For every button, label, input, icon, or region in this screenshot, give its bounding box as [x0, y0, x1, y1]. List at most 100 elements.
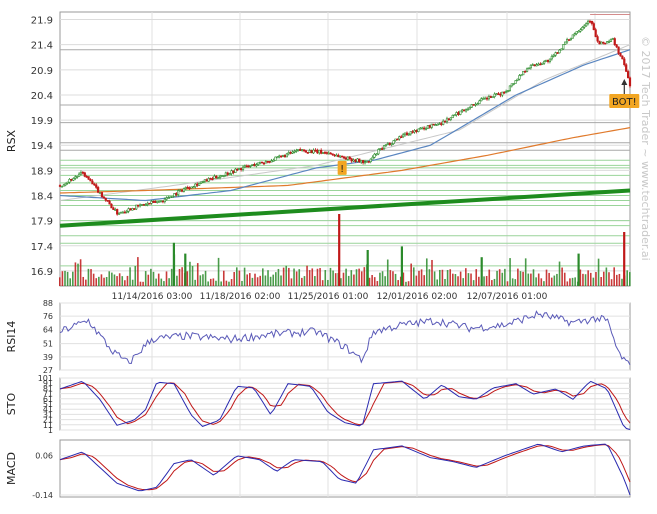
- volume-bar: [204, 270, 207, 286]
- signal-box: [609, 93, 640, 108]
- candle-body: [619, 52, 622, 57]
- sto-tick-label: 71: [43, 390, 53, 399]
- sto-tick-label: 81: [43, 384, 53, 393]
- candle-body: [266, 161, 269, 163]
- volume-bar: [386, 259, 389, 286]
- candle-body: [537, 63, 540, 66]
- volume-bar: [79, 259, 82, 286]
- volume-bar: [196, 263, 199, 286]
- volume-bar: [69, 278, 72, 286]
- candle-body: [83, 172, 86, 177]
- volume-bar: [160, 278, 163, 286]
- volume-bar: [553, 275, 556, 286]
- volume-bar: [400, 246, 403, 286]
- candle-body: [301, 149, 304, 151]
- volume-bar: [113, 274, 116, 286]
- volume-bar: [199, 275, 202, 286]
- sto-tick-label: 101: [38, 374, 53, 383]
- candle-body: [552, 54, 555, 57]
- volume-bar: [131, 279, 134, 286]
- candle-body: [278, 155, 281, 158]
- volume-bar: [436, 279, 438, 286]
- candle-body: [241, 166, 245, 171]
- volume-bar: [157, 273, 160, 286]
- candle-body: [211, 178, 214, 180]
- volume-bar: [470, 273, 472, 286]
- volume-bar: [467, 273, 470, 286]
- candle-body: [615, 44, 618, 48]
- volume-bar: [410, 263, 412, 286]
- candle-body: [419, 127, 422, 130]
- candle-body: [158, 201, 161, 203]
- candle-body: [424, 127, 428, 130]
- candle-body: [400, 136, 403, 138]
- volume-bar: [163, 281, 165, 286]
- candle-body: [510, 83, 513, 87]
- candle-body: [503, 91, 506, 94]
- candle-body: [58, 185, 62, 187]
- candle-body: [329, 152, 332, 155]
- volume-bar: [527, 273, 530, 286]
- volume-bar: [220, 281, 222, 286]
- candle-body: [180, 189, 184, 192]
- volume-bar: [584, 274, 587, 286]
- volume-bar: [485, 275, 488, 286]
- candle-body: [66, 181, 69, 184]
- candle-body: [251, 164, 254, 166]
- candle-body: [152, 201, 155, 203]
- candle-body: [236, 168, 239, 171]
- macd-axis-label: MACD: [5, 452, 18, 485]
- candle-body: [480, 98, 483, 102]
- candle-body: [60, 185, 64, 188]
- candle-body: [142, 204, 145, 206]
- volume-bar: [412, 267, 415, 286]
- candle-body: [148, 202, 151, 205]
- candle-body: [281, 154, 285, 157]
- candle-body: [234, 168, 237, 173]
- volume-bar: [360, 271, 363, 286]
- volume-bar: [116, 276, 118, 286]
- candle-body: [447, 118, 450, 121]
- watermark: © 2017 Tech Trader ~ www.techtrader.ai: [639, 36, 652, 261]
- candle-body: [205, 179, 208, 182]
- candle-body: [607, 41, 611, 43]
- volume-bar: [506, 281, 509, 286]
- volume-bar: [420, 269, 423, 286]
- candle-body: [199, 181, 203, 184]
- candle-body: [161, 200, 165, 203]
- candle-body: [259, 161, 262, 164]
- volume-bar: [535, 277, 537, 286]
- sto-tick-label: 11: [43, 421, 53, 430]
- volume-bar: [373, 277, 376, 286]
- candle-body: [150, 201, 153, 204]
- volume-bar: [64, 270, 66, 286]
- volume-bar: [152, 271, 155, 286]
- candle-body: [386, 143, 389, 145]
- sto-tick-label: 1: [48, 426, 53, 435]
- candle-body: [226, 172, 229, 175]
- volume-bar: [561, 267, 563, 286]
- candle-body: [249, 165, 252, 167]
- volume-bar: [397, 280, 399, 286]
- volume-bar: [355, 269, 358, 286]
- volume-bar: [543, 281, 545, 286]
- candle-body: [369, 158, 372, 163]
- candle-body: [362, 160, 365, 164]
- volume-bar: [100, 274, 103, 286]
- candle-body: [264, 161, 267, 164]
- price-tick-label: 18.4: [31, 192, 53, 203]
- candle-body: [520, 74, 523, 77]
- volume-bar: [222, 270, 225, 286]
- candle-body: [606, 41, 609, 44]
- candle-body: [215, 175, 218, 179]
- candle-body: [457, 112, 460, 115]
- trend-line: [59, 188, 631, 228]
- candle-body: [577, 30, 580, 33]
- candle-body: [163, 198, 166, 203]
- volume-bar: [618, 273, 621, 286]
- candle-body: [89, 179, 92, 182]
- volume-bar: [418, 270, 420, 286]
- candle-body: [363, 161, 367, 164]
- signal-label: !: [340, 164, 344, 175]
- volume-bar: [129, 267, 131, 286]
